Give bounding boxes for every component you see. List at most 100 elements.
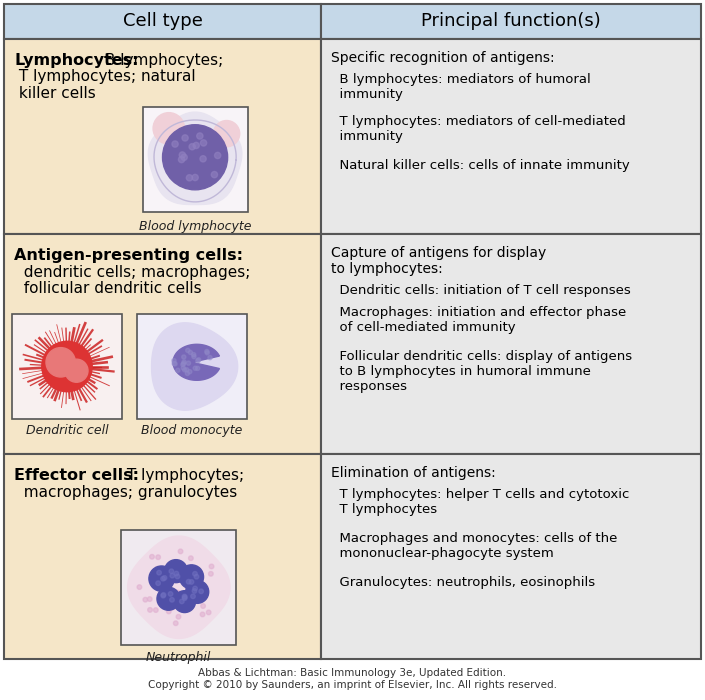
Circle shape [181, 366, 185, 370]
Circle shape [214, 120, 240, 147]
Text: Principal function(s): Principal function(s) [421, 13, 601, 31]
Text: Follicular dendritic cells: display of antigens
  to B lymphocytes in humoral im: Follicular dendritic cells: display of a… [331, 350, 632, 393]
Circle shape [194, 575, 199, 579]
Circle shape [170, 598, 174, 602]
Circle shape [154, 608, 158, 612]
Text: Abbas & Lichtman: Basic Immunology 3e, Updated Edition.
Copyright © 2010 by Saun: Abbas & Lichtman: Basic Immunology 3e, U… [148, 668, 557, 690]
Text: Macrophages and monocytes: cells of the
  mononuclear-phagocyte system: Macrophages and monocytes: cells of the … [331, 532, 618, 560]
Circle shape [204, 349, 209, 354]
Circle shape [173, 621, 178, 626]
Circle shape [147, 597, 152, 601]
Circle shape [209, 571, 213, 576]
Text: T lymphocytes; natural: T lymphocytes; natural [14, 69, 195, 85]
Circle shape [164, 589, 168, 594]
Circle shape [149, 554, 154, 559]
Text: Granulocytes: neutrophils, eosinophils: Granulocytes: neutrophils, eosinophils [331, 576, 595, 589]
Polygon shape [128, 536, 230, 638]
Circle shape [212, 172, 218, 178]
Circle shape [161, 576, 166, 581]
Circle shape [157, 587, 180, 610]
Circle shape [176, 569, 180, 573]
Circle shape [202, 588, 207, 592]
Circle shape [199, 589, 204, 594]
Circle shape [178, 156, 185, 162]
Bar [321, 454, 701, 659]
Circle shape [176, 591, 180, 595]
Text: follicular dendritic cells: follicular dendritic cells [14, 281, 202, 296]
Circle shape [173, 362, 177, 366]
Circle shape [182, 360, 186, 364]
Circle shape [179, 152, 185, 158]
Circle shape [65, 359, 88, 382]
Circle shape [182, 355, 186, 359]
Circle shape [185, 368, 189, 372]
Circle shape [186, 580, 191, 584]
Circle shape [183, 368, 187, 372]
Circle shape [189, 144, 195, 150]
Circle shape [180, 363, 185, 367]
Circle shape [170, 578, 174, 583]
Circle shape [188, 370, 192, 374]
Circle shape [164, 588, 168, 592]
Circle shape [191, 594, 195, 598]
Text: Dendritic cell: Dendritic cell [25, 424, 109, 437]
Polygon shape [173, 344, 219, 380]
Circle shape [188, 574, 193, 578]
Circle shape [192, 586, 197, 591]
Circle shape [205, 351, 209, 355]
Bar [142, 107, 247, 212]
Text: T lymphocytes: mediators of cell-mediated
  immunity: T lymphocytes: mediators of cell-mediate… [331, 115, 626, 143]
Text: T lymphocytes: helper T cells and cytotoxic
  T lymphocytes: T lymphocytes: helper T cells and cytoto… [331, 488, 630, 516]
Circle shape [192, 354, 196, 358]
Circle shape [162, 575, 167, 580]
Text: Effector cells:: Effector cells: [14, 468, 139, 483]
Text: dendritic cells; macrophages;: dendritic cells; macrophages; [14, 265, 250, 279]
Circle shape [200, 155, 207, 162]
Circle shape [197, 358, 201, 362]
Bar [121, 530, 236, 645]
Circle shape [172, 141, 178, 147]
Circle shape [178, 549, 183, 554]
Bar [321, 234, 701, 454]
Text: killer cells: killer cells [14, 86, 96, 101]
Polygon shape [148, 112, 242, 204]
Text: Specific recognition of antigens:: Specific recognition of antigens: [331, 51, 555, 65]
Circle shape [164, 560, 188, 582]
Circle shape [176, 592, 181, 596]
Circle shape [185, 371, 190, 375]
Circle shape [167, 569, 172, 574]
Circle shape [209, 564, 214, 569]
Circle shape [196, 358, 200, 363]
Circle shape [214, 153, 221, 159]
Circle shape [149, 566, 174, 592]
Circle shape [183, 595, 187, 599]
Circle shape [192, 568, 196, 573]
Circle shape [173, 591, 195, 612]
Text: Neutrophil: Neutrophil [146, 651, 212, 664]
Circle shape [174, 571, 178, 576]
Circle shape [179, 565, 204, 589]
Text: B lymphocytes: mediators of humoral
  immunity: B lymphocytes: mediators of humoral immu… [331, 73, 591, 101]
Text: Dendritic cells: initiation of T cell responses: Dendritic cells: initiation of T cell re… [331, 284, 631, 297]
Text: Cell type: Cell type [123, 13, 202, 31]
Circle shape [155, 566, 159, 571]
Circle shape [201, 603, 205, 608]
Circle shape [181, 361, 185, 365]
Circle shape [42, 342, 92, 392]
Circle shape [163, 125, 228, 190]
Circle shape [161, 593, 166, 597]
Polygon shape [152, 323, 238, 410]
Circle shape [180, 568, 185, 573]
Circle shape [153, 113, 185, 144]
Circle shape [170, 606, 175, 610]
Circle shape [143, 597, 147, 602]
Circle shape [175, 590, 179, 595]
Circle shape [186, 174, 192, 181]
Circle shape [192, 353, 196, 357]
Circle shape [156, 581, 161, 585]
Circle shape [170, 573, 175, 578]
Bar [4, 39, 321, 234]
Circle shape [168, 592, 173, 596]
Circle shape [192, 579, 197, 584]
Circle shape [183, 596, 187, 601]
